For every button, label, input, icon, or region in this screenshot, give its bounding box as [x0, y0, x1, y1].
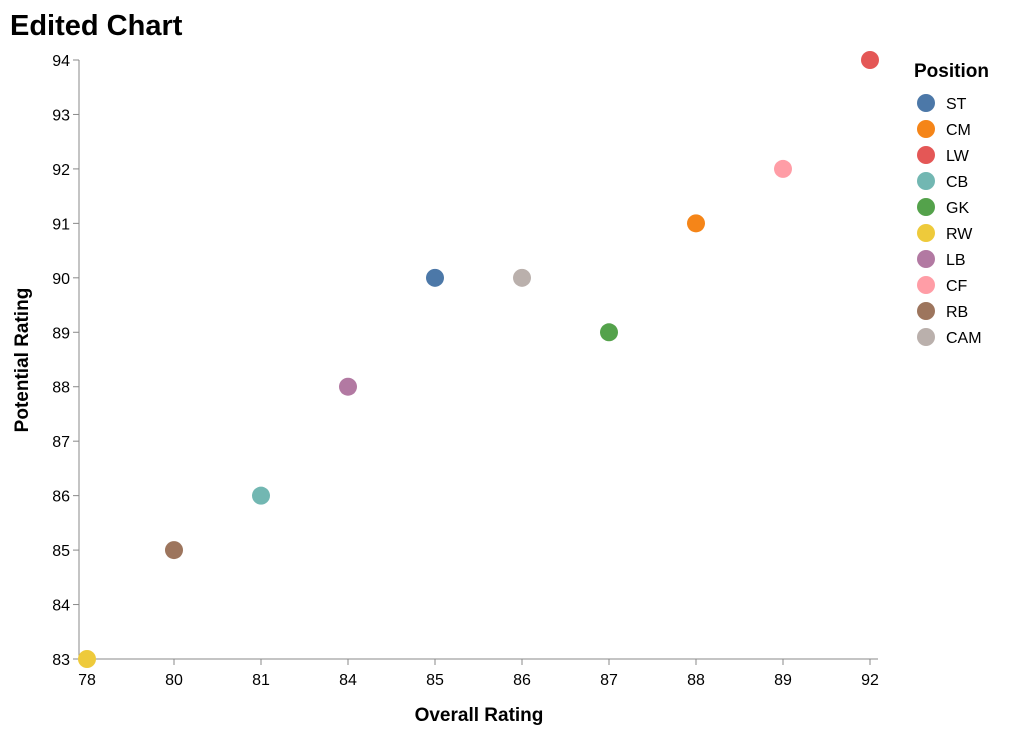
legend-label-cam: CAM — [946, 330, 982, 347]
legend-label-lb: LB — [946, 252, 966, 269]
legend-label-cf: CF — [946, 278, 968, 295]
x-tick-label: 92 — [861, 672, 879, 689]
legend-swatch-lb — [917, 250, 935, 268]
y-tick-label: 93 — [52, 107, 70, 124]
legend-swatch-cm — [917, 120, 935, 138]
y-tick-label: 90 — [52, 271, 70, 288]
data-point-cb[interactable] — [252, 486, 270, 505]
legend-label-rb: RB — [946, 304, 968, 321]
data-point-cam[interactable] — [513, 268, 531, 287]
legend-title: Position — [914, 61, 989, 82]
y-tick-label: 86 — [52, 489, 70, 506]
y-tick-label: 85 — [52, 543, 70, 560]
y-axis: 83 84 85 86 87 88 89 90 91 92 93 94 — [52, 53, 80, 669]
data-point-gk[interactable] — [600, 323, 618, 342]
data-point-rw[interactable] — [78, 650, 96, 668]
legend-label-cm: CM — [946, 122, 971, 139]
y-tick-label: 94 — [52, 53, 70, 70]
x-axis-title: Overall Rating — [415, 705, 544, 726]
y-tick-label: 87 — [52, 434, 70, 451]
data-point-st[interactable] — [426, 268, 444, 287]
legend-swatch-rw — [917, 224, 935, 242]
legend-label-gk: GK — [946, 200, 969, 217]
x-tick-label: 84 — [339, 672, 357, 689]
y-axis-title: Potential Rating — [12, 288, 33, 433]
x-tick-label: 86 — [513, 672, 531, 689]
y-tick-label: 83 — [52, 652, 70, 669]
y-tick-label: 91 — [52, 216, 70, 233]
legend: Position ST CM LW CB GK RW LB CF RB CAM — [914, 61, 989, 347]
legend-swatch-gk — [917, 198, 935, 216]
data-point-lb[interactable] — [339, 377, 357, 396]
legend-swatch-rb — [917, 302, 935, 320]
legend-label-cb: CB — [946, 174, 968, 191]
x-tick-label: 87 — [600, 672, 618, 689]
data-points — [78, 51, 879, 668]
data-point-rb[interactable] — [165, 541, 183, 560]
x-tick-label: 80 — [165, 672, 183, 689]
legend-label-lw: LW — [946, 148, 970, 165]
y-tick-label: 89 — [52, 325, 70, 342]
data-point-lw[interactable] — [861, 51, 879, 69]
legend-entries: ST CM LW CB GK RW LB CF RB CAM — [917, 94, 982, 347]
legend-swatch-st — [917, 94, 935, 112]
x-axis: 78 80 81 84 85 86 87 88 89 92 — [78, 658, 879, 689]
x-tick-label: 89 — [774, 672, 792, 689]
legend-label-st: ST — [946, 96, 967, 113]
x-tick-label: 78 — [78, 672, 96, 689]
y-tick-label: 84 — [52, 598, 70, 615]
data-point-cf[interactable] — [774, 159, 792, 178]
legend-label-rw: RW — [946, 226, 973, 243]
y-tick-label: 92 — [52, 162, 70, 179]
x-tick-label: 88 — [687, 672, 705, 689]
data-point-cm[interactable] — [687, 214, 705, 233]
chart-title: Edited Chart — [10, 10, 183, 42]
legend-swatch-cb — [917, 172, 935, 190]
x-tick-label: 81 — [252, 672, 270, 689]
x-tick-label: 85 — [426, 672, 444, 689]
legend-swatch-lw — [917, 146, 935, 164]
legend-swatch-cf — [917, 276, 935, 294]
y-tick-label: 88 — [52, 380, 70, 397]
legend-swatch-cam — [917, 328, 935, 346]
